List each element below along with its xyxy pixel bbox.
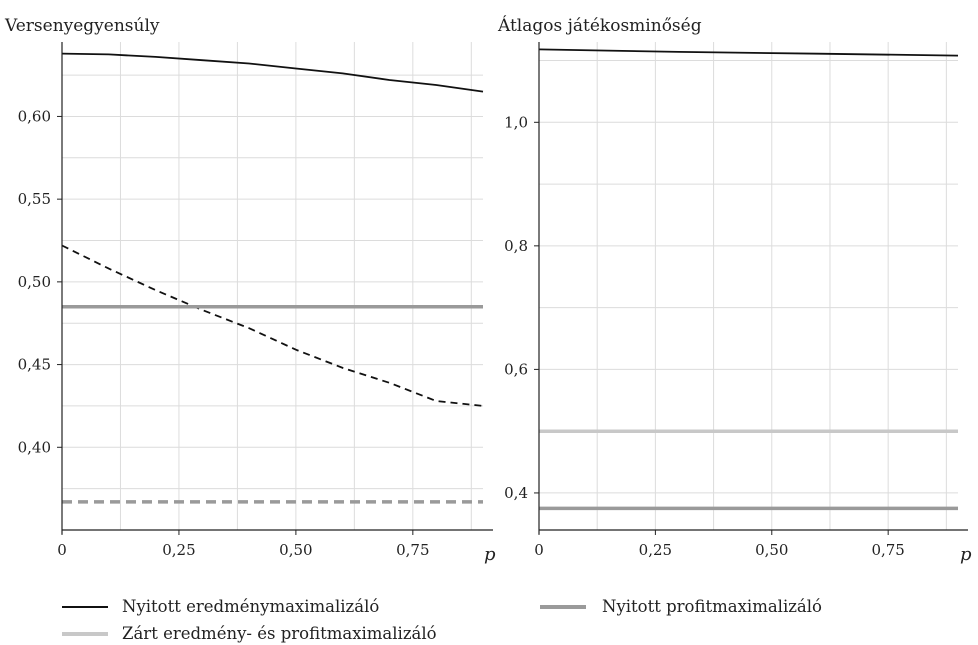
tick-labels: 0 0,25 0,50 0,75 0,4 0,6 0,8 1,0 [504, 113, 905, 559]
y-tick-label: 0,8 [504, 237, 528, 255]
chart-atlagos-jatekosminoseg: Átlagos játékosminőség 0 0,25 0,50 0,750,40… [497, 15, 972, 565]
axes [57, 42, 493, 535]
y-tick-label: 0,6 [504, 360, 528, 378]
x-tick-label: 0,25 [162, 541, 195, 559]
series-group [61, 52, 484, 504]
axes [534, 42, 968, 535]
legend-label: Nyitott eredménymaximalizáló [122, 597, 379, 616]
legend-item-nyitott-profit: Nyitott profitmaximalizáló [540, 597, 822, 616]
y-tick-label: 0,55 [18, 190, 51, 208]
y-tick-label: 0,50 [18, 273, 51, 291]
y-tick-label: 1,0 [504, 113, 528, 131]
legend-label: Nyitott profitmaximalizáló [602, 597, 822, 616]
series-line-zart_eredmeny [61, 244, 484, 407]
legend-item-zart-mindketto: Zárt eredmény- és profitmaximalizáló [62, 624, 437, 643]
tick-labels: 0 0,25 0,50 0,75 0,40 0,45 0,50 0,55 0,60 [18, 107, 430, 559]
chart-title: Versenyegyensúly [4, 16, 160, 36]
legend: Nyitott eredménymaximalizáló Nyitott pro… [62, 597, 822, 643]
x-tick-label: 0,50 [279, 541, 312, 559]
grid [62, 42, 483, 531]
series-line-nyitott_eredmeny [538, 48, 959, 57]
legend-item-nyitott-eredmeny: Nyitott eredménymaximalizáló [62, 597, 379, 616]
y-tick-label: 0,45 [18, 356, 51, 374]
y-tick-label: 0,60 [18, 107, 51, 125]
y-tick-label: 0,4 [504, 484, 528, 502]
y-tick-label: 0,40 [18, 438, 51, 456]
x-tick-label: 0 [534, 541, 544, 559]
x-axis-label: p [484, 544, 496, 565]
x-tick-label: 0 [57, 541, 67, 559]
x-tick-label: 0,75 [396, 541, 429, 559]
grid [539, 42, 958, 530]
x-axis-label: p [960, 544, 972, 565]
x-tick-label: 0,75 [871, 541, 904, 559]
series-group [538, 48, 959, 511]
x-tick-label: 0,25 [639, 541, 672, 559]
legend-label: Zárt eredmény- és profitmaximalizáló [122, 624, 437, 643]
chart-title: Átlagos játékosminőség [497, 15, 702, 36]
chart-versenyegyensuly: Versenyegyensúly 0 0,25 0,50 0,75 0,40 0,45 0,… [4, 16, 496, 565]
x-tick-label: 0,50 [755, 541, 788, 559]
series-line-nyitott_eredmeny [61, 52, 484, 93]
